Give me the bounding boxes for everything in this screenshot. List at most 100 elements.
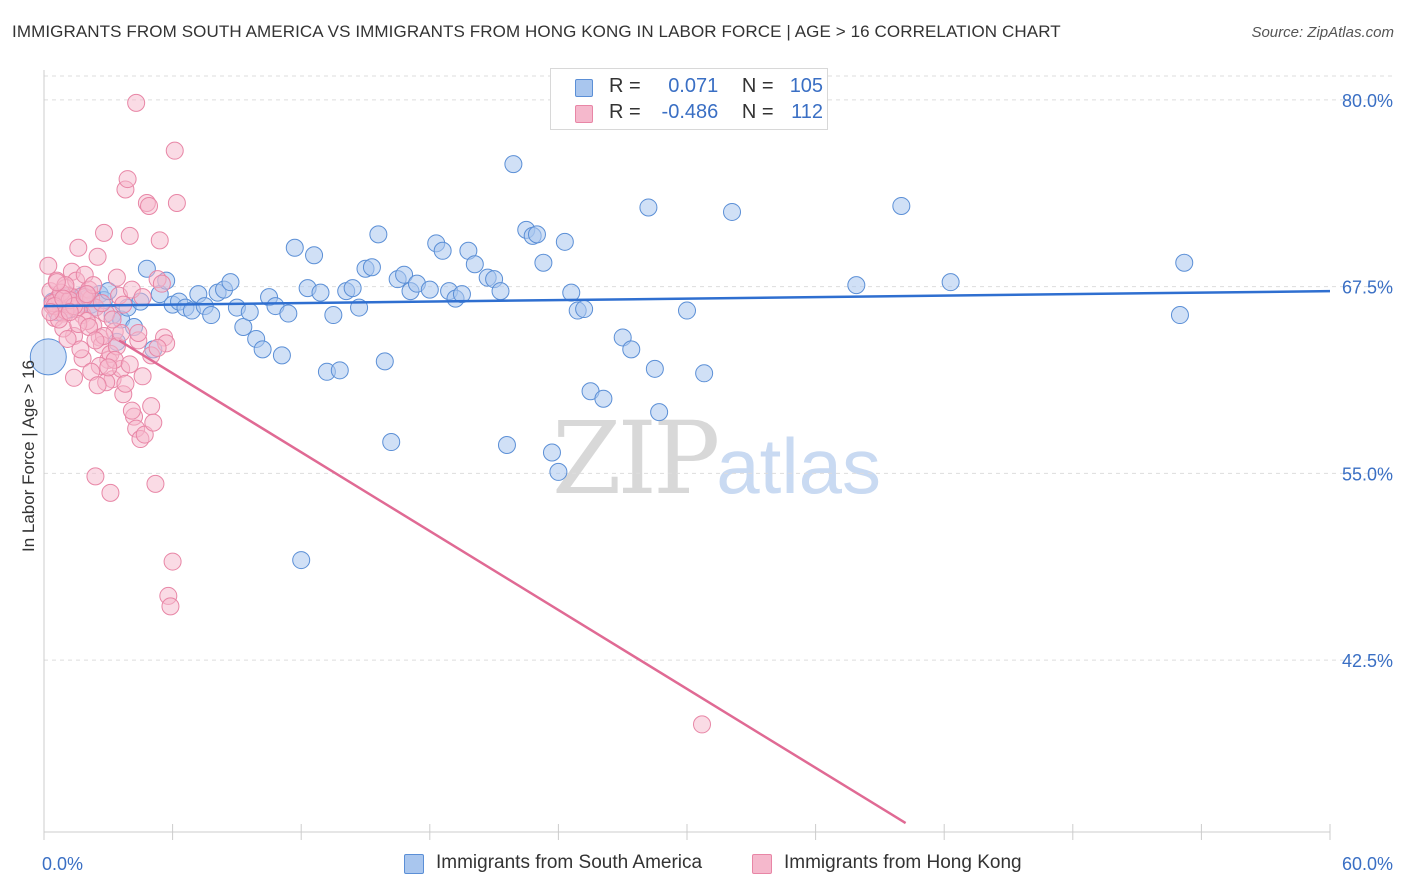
point-south-america <box>279 304 298 323</box>
legend-r-label: R = <box>609 75 641 97</box>
point-hong-kong <box>152 274 171 293</box>
point-south-america <box>420 280 439 299</box>
point-hong-kong <box>120 226 139 245</box>
trend-lines <box>43 289 1331 825</box>
y-tick-label: 67.5% <box>1342 278 1393 298</box>
watermark-atlas: atlas <box>716 422 882 510</box>
point-hong-kong <box>65 368 84 387</box>
point-hong-kong <box>88 376 107 395</box>
point-south-america <box>562 283 581 302</box>
point-hong-kong <box>161 597 180 616</box>
point-hong-kong <box>99 358 118 377</box>
point-south-america <box>695 364 714 383</box>
point-south-america <box>527 225 546 244</box>
point-hong-kong <box>129 323 148 342</box>
point-hong-kong <box>60 303 79 322</box>
legend-n-label: N = <box>741 75 774 97</box>
point-hong-kong <box>127 93 146 112</box>
point-south-america <box>497 436 516 455</box>
x-tick-label: 0.0% <box>42 854 83 874</box>
point-south-america <box>491 282 510 301</box>
point-south-america <box>221 273 240 292</box>
point-hong-kong <box>86 331 105 350</box>
point-south-america <box>285 238 304 257</box>
series-hong-kong-points <box>39 93 712 734</box>
bottom-legend-swatch-south-america <box>404 854 424 874</box>
point-hong-kong <box>140 196 159 215</box>
point-hong-kong <box>120 355 139 374</box>
legend-r-value: 0.071 <box>668 75 719 97</box>
watermark: ZIPatlas <box>552 400 881 517</box>
point-hong-kong <box>693 715 712 734</box>
point-south-america <box>465 255 484 274</box>
point-south-america <box>639 198 658 217</box>
point-hong-kong <box>144 413 163 432</box>
point-hong-kong <box>92 294 111 313</box>
point-south-america <box>433 241 452 260</box>
tick-labels: 42.5% 55.0% 67.5% 80.0% 0.0% 60.0% <box>42 91 1393 874</box>
point-hong-kong <box>88 247 107 266</box>
point-south-america <box>330 361 349 380</box>
point-south-america <box>941 273 960 292</box>
y-axis-title: In Labor Force | Age > 16 <box>19 360 38 552</box>
point-hong-kong <box>148 338 167 357</box>
point-south-america <box>1170 306 1189 325</box>
legend-r-value: -0.486 <box>661 101 719 123</box>
point-south-america <box>452 285 471 304</box>
bottom-legend-swatch-hong-kong <box>752 854 772 874</box>
point-south-america <box>29 338 67 376</box>
source-label: Source: ZipAtlas.com <box>1251 24 1394 41</box>
point-hong-kong <box>69 238 88 257</box>
x-tick-label: 60.0% <box>1342 854 1393 874</box>
bottom-legend-label-hong-kong: Immigrants from Hong Kong <box>784 852 1022 873</box>
point-south-america <box>622 340 641 359</box>
trend-line-hong-kong <box>118 339 907 825</box>
legend-swatch-south-america <box>575 79 593 97</box>
point-hong-kong <box>163 552 182 571</box>
point-hong-kong <box>118 170 137 189</box>
point-hong-kong <box>142 397 161 416</box>
point-south-america <box>240 303 259 322</box>
point-south-america <box>549 462 568 481</box>
point-hong-kong <box>58 329 77 348</box>
point-south-america <box>555 232 574 251</box>
point-south-america <box>382 433 401 452</box>
point-south-america <box>311 283 330 302</box>
point-hong-kong <box>150 231 169 250</box>
legend-n-value: 105 <box>789 75 824 97</box>
bottom-legend-label-south-america: Immigrants from South America <box>436 852 703 873</box>
point-south-america <box>202 306 221 325</box>
point-south-america <box>395 265 414 284</box>
point-south-america <box>343 279 362 298</box>
point-south-america <box>594 389 613 408</box>
point-south-america <box>534 253 553 272</box>
y-tick-label: 80.0% <box>1342 91 1393 111</box>
point-hong-kong <box>116 374 135 393</box>
point-south-america <box>324 306 343 325</box>
point-south-america <box>1175 253 1194 272</box>
point-south-america <box>645 359 664 378</box>
point-hong-kong <box>107 268 126 287</box>
grid <box>44 75 1392 661</box>
point-hong-kong <box>71 340 90 359</box>
trend-line-south-america <box>43 289 1331 308</box>
point-hong-kong <box>167 193 186 212</box>
point-hong-kong <box>95 223 114 242</box>
point-south-america <box>375 352 394 371</box>
point-hong-kong <box>39 256 58 275</box>
point-hong-kong <box>133 367 152 386</box>
legend-n-value: 112 <box>791 101 824 123</box>
point-hong-kong <box>103 310 122 329</box>
point-south-america <box>362 258 381 277</box>
point-hong-kong <box>77 285 96 304</box>
legend-n-label: N = <box>741 101 774 123</box>
legend-swatch-hong-kong <box>575 105 593 123</box>
legend-text-south-america: R = 0.071 N = 105 <box>609 75 823 98</box>
point-hong-kong <box>165 141 184 160</box>
point-south-america <box>575 300 594 319</box>
watermark-zip: ZIP <box>552 400 720 517</box>
point-south-america <box>542 443 561 462</box>
legend-r-label: R = <box>609 101 641 123</box>
point-south-america <box>892 196 911 215</box>
